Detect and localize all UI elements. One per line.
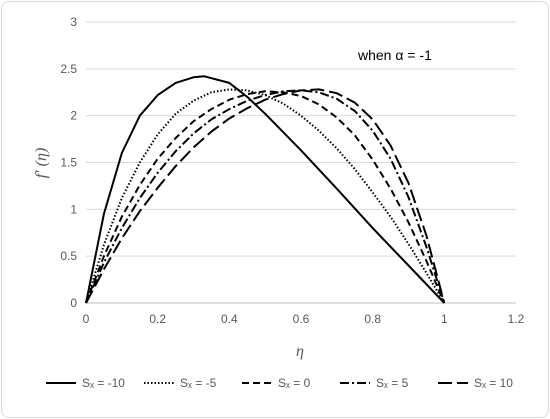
y-tick-label: 0.5 bbox=[60, 249, 77, 263]
y-axis-title: f′ (η) bbox=[33, 148, 50, 179]
y-tick-label: 1.5 bbox=[60, 156, 77, 170]
series-line-2 bbox=[85, 88, 446, 304]
x-tick-label: 1 bbox=[441, 312, 448, 326]
y-tick-label: 0 bbox=[70, 296, 77, 310]
x-axis-title: η bbox=[296, 343, 304, 360]
x-tick-label: 0.8 bbox=[364, 312, 381, 326]
legend-label-4: Sₓ = 5 bbox=[376, 376, 409, 390]
x-tick-label: 0.4 bbox=[221, 312, 238, 326]
series-lines bbox=[85, 75, 446, 304]
legend-label-1: Sₓ = -10 bbox=[82, 376, 125, 390]
y-tick-label: 1 bbox=[70, 202, 77, 216]
legend: Sₓ = -10 Sₓ = -5 Sₓ = 0 Sₓ = 5 Sₓ = 10 bbox=[46, 376, 513, 390]
x-tick-label: 0.6 bbox=[293, 312, 310, 326]
y-tick-labels: 0 0.5 1 1.5 2 2.5 3 bbox=[60, 15, 77, 310]
legend-label-3: Sₓ = 0 bbox=[278, 376, 311, 390]
x-tick-label: 1.2 bbox=[508, 312, 525, 326]
series-line-1 bbox=[85, 75, 446, 304]
gridlines bbox=[86, 21, 516, 257]
x-tick-labels: 0 0.2 0.4 0.6 0.8 1 1.2 bbox=[83, 312, 525, 326]
annotation-alpha: when α = -1 bbox=[357, 47, 432, 63]
x-tick-label: 0.2 bbox=[149, 312, 166, 326]
legend-label-5: Sₓ = 10 bbox=[474, 376, 513, 390]
y-tick-label: 2 bbox=[70, 109, 77, 123]
y-tick-label: 3 bbox=[70, 15, 77, 29]
y-tick-label: 2.5 bbox=[60, 62, 77, 76]
x-tick-label: 0 bbox=[83, 312, 90, 326]
series-line-5 bbox=[85, 88, 446, 304]
series-line-3 bbox=[85, 90, 446, 304]
series-line-4 bbox=[85, 89, 446, 304]
legend-label-2: Sₓ = -5 bbox=[180, 376, 217, 390]
